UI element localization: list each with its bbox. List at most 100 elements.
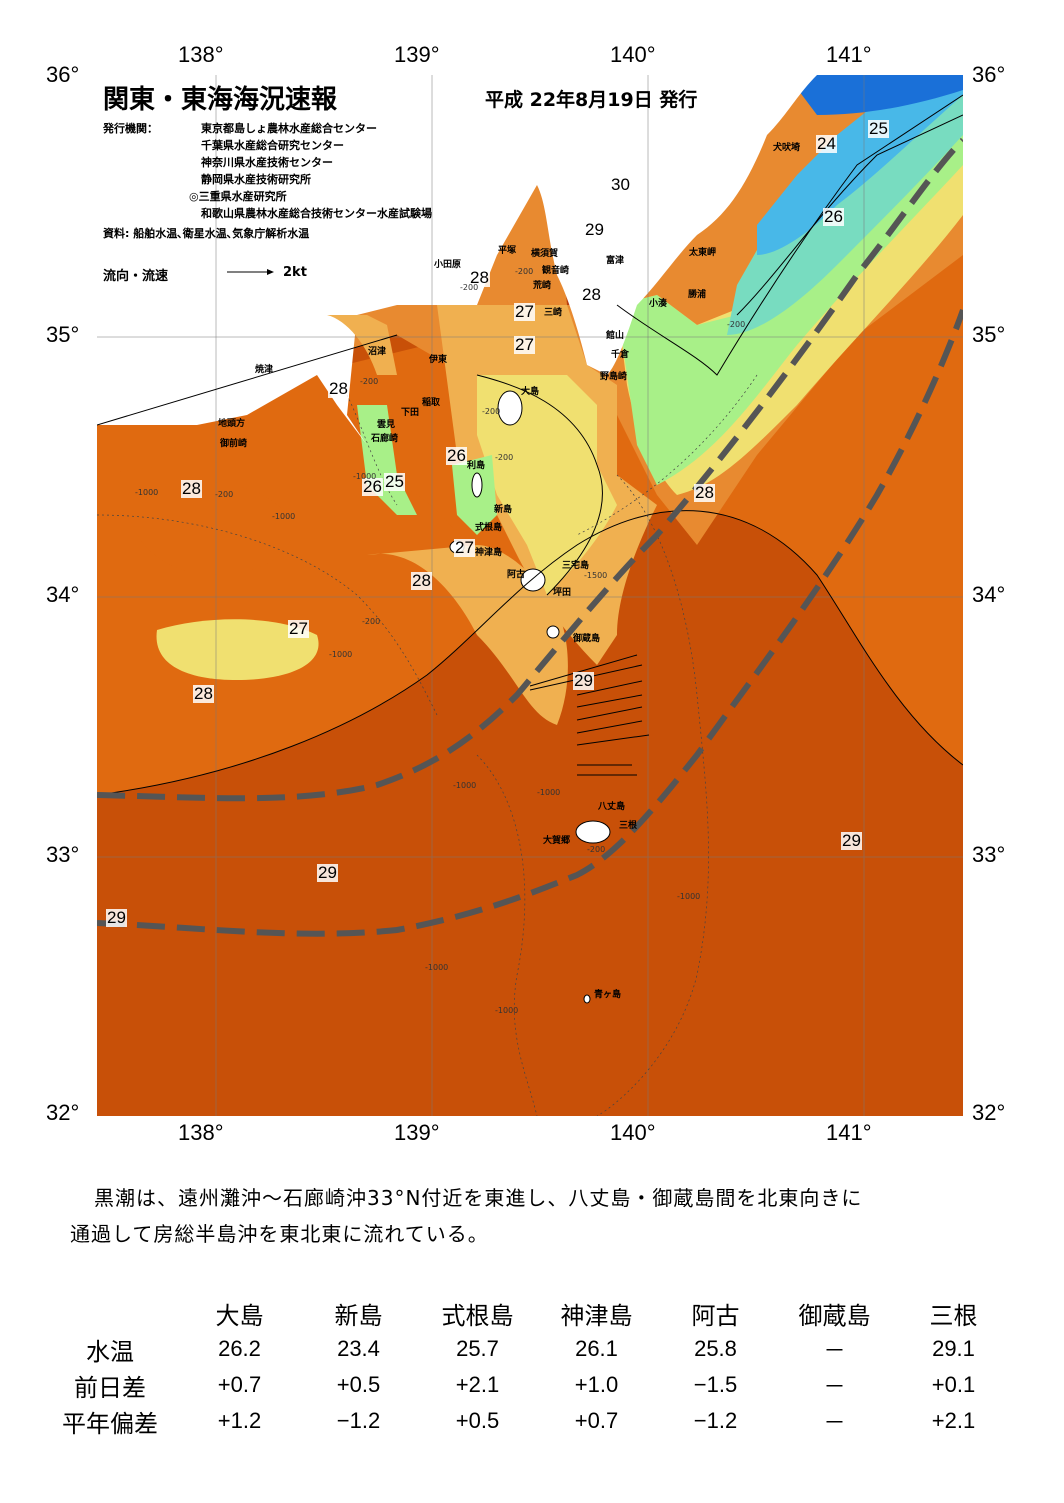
- table-cell: −1.5: [693, 1372, 738, 1397]
- depth-label: -200: [727, 320, 746, 329]
- isotherm-label: 26: [362, 477, 383, 496]
- lat-label-33-right: 33°: [972, 842, 1006, 867]
- water-24-boso: [757, 75, 963, 255]
- water-27-patch: [156, 619, 319, 680]
- table-cell: 25.8: [694, 1336, 737, 1361]
- table-cell: 26.1: [575, 1336, 618, 1361]
- lat-label-34-right: 34°: [972, 582, 1006, 607]
- table-cell: −1.2: [336, 1408, 381, 1433]
- depth-label: -200: [460, 283, 479, 292]
- table-col-header: 新島: [334, 1302, 383, 1330]
- island-miyakejima: [520, 568, 546, 592]
- depth-label: -200: [515, 267, 534, 276]
- depth-label: -1000: [135, 488, 159, 497]
- depth-label: -1000: [329, 650, 353, 659]
- lon-label-140-bottom: 140°: [610, 1120, 656, 1145]
- isotherm-label: 29: [841, 831, 862, 850]
- place-tsubota: 坪田: [553, 588, 572, 598]
- isotherm-label: 28: [411, 571, 432, 590]
- lon-label-140-top: 140°: [610, 42, 656, 67]
- island-niijima: [471, 472, 483, 498]
- place-yaizu: 焼津: [255, 365, 274, 375]
- isotherm-label: 25: [868, 119, 889, 138]
- table-cell: +2.1: [455, 1372, 500, 1397]
- table-cell: +1.0: [574, 1372, 619, 1397]
- lat-label-32-left: 32°: [46, 1100, 80, 1125]
- water-cold-core: [787, 75, 963, 115]
- place-ito: 伊東: [429, 355, 448, 365]
- place-yokosuka: 横須賀: [531, 249, 559, 259]
- place-oshima: 大島: [521, 387, 540, 397]
- place-numazu: 沼津: [368, 347, 387, 357]
- isotherm-label: 24: [816, 134, 837, 153]
- place-inatori: 稲取: [422, 398, 441, 408]
- isotherm-label: 27: [514, 302, 535, 321]
- lon-label-141-bottom: 141°: [826, 1120, 872, 1145]
- table-cell: +2.1: [931, 1408, 976, 1433]
- table-cell: －: [823, 1374, 846, 1399]
- publisher-3: 神奈川県水産技術センター: [201, 156, 333, 169]
- depth-label: -200: [360, 377, 379, 386]
- isotherm-label: 27: [514, 335, 535, 354]
- publisher-1: 東京都島しょ農林水産総合センター: [201, 122, 377, 135]
- isotherm-label: 28: [581, 285, 602, 304]
- table-row-header: 平年偏差: [62, 1410, 158, 1438]
- depth-label: -1000: [495, 1006, 519, 1015]
- place-kumomi: 雲見: [377, 420, 396, 430]
- map-canvas: [97, 75, 963, 1116]
- lon-label-138-top: 138°: [178, 42, 224, 67]
- lat-label-32-right: 32°: [972, 1100, 1006, 1125]
- table-col-header: 大島: [215, 1302, 264, 1330]
- isotherm-lines: [97, 94, 963, 796]
- place-inubosaki: 犬吠埼: [773, 143, 801, 153]
- table-cell: 23.4: [337, 1336, 380, 1361]
- table-cell: +0.5: [455, 1408, 500, 1433]
- place-katsuura: 勝浦: [688, 290, 707, 300]
- isotherm-label: 29: [106, 908, 127, 927]
- isotherm-label: 28: [193, 684, 214, 703]
- summary-line-2: 通過して房総半島沖を東北東に流れている。: [70, 1222, 489, 1246]
- isotherm-label: 27: [288, 619, 309, 638]
- water-27-sagami: [477, 375, 617, 595]
- depth-label: -200: [482, 407, 501, 416]
- lon-label-139-bottom: 139°: [394, 1120, 440, 1145]
- map-title: 関東・東海海況速報: [103, 85, 338, 115]
- place-niijima: 新島: [494, 505, 513, 515]
- legend-arrowhead: [267, 269, 274, 275]
- table-corner: [40, 1295, 180, 1331]
- kuroshio-axis: [97, 137, 963, 937]
- table-cell: +0.7: [574, 1408, 619, 1433]
- depth-label: -1000: [425, 963, 449, 972]
- lon-label-141-top: 141°: [826, 42, 872, 67]
- depth-label: -200: [587, 845, 606, 854]
- depth-label: -200: [495, 453, 514, 462]
- lat-label-35-left: 35°: [46, 322, 80, 347]
- lat-label-36-right: 36°: [972, 62, 1006, 87]
- isotherm-label: 25: [384, 472, 405, 491]
- isotherm-label: 26: [446, 446, 467, 465]
- place-chikura: 千倉: [611, 350, 630, 360]
- current-vectors: [529, 654, 650, 776]
- depth-contours: [97, 374, 758, 1116]
- place-mikurajima: 御蔵島: [573, 634, 601, 644]
- grid-lines: [97, 75, 963, 1116]
- depth-label: -1000: [453, 781, 477, 790]
- publishers-label: 発行機関：: [103, 122, 158, 135]
- table-cell: －: [823, 1410, 846, 1435]
- sea-temperature-map: 関東・東海海況速報 平成 22年8月19日 発行 発行機関： 東京都島しょ農林水…: [97, 75, 963, 1116]
- place-odawara: 小田原: [434, 260, 462, 270]
- place-omaezaki: 御前崎: [220, 439, 248, 449]
- place-ako: 阿古: [507, 570, 526, 580]
- legend-scale: 2kt: [283, 265, 307, 280]
- isotherm-label: 28: [694, 483, 715, 502]
- table-cell: 25.7: [456, 1336, 499, 1361]
- summary-line-1: 黒潮は、遠州灘沖～石廊崎沖33°N付近を東進し、八丈島・御蔵島間を北東向きに: [94, 1186, 863, 1210]
- place-okago: 大賀郷: [543, 836, 571, 846]
- island-aogashima: [583, 994, 591, 1004]
- water-28-patch: [127, 481, 293, 575]
- depth-label: -1000: [272, 512, 296, 521]
- lat-label-36-left: 36°: [46, 62, 80, 87]
- place-nojimazaki: 野島崎: [600, 372, 628, 382]
- table-cell: +0.1: [931, 1372, 976, 1397]
- table-row-header: 水温: [86, 1338, 134, 1366]
